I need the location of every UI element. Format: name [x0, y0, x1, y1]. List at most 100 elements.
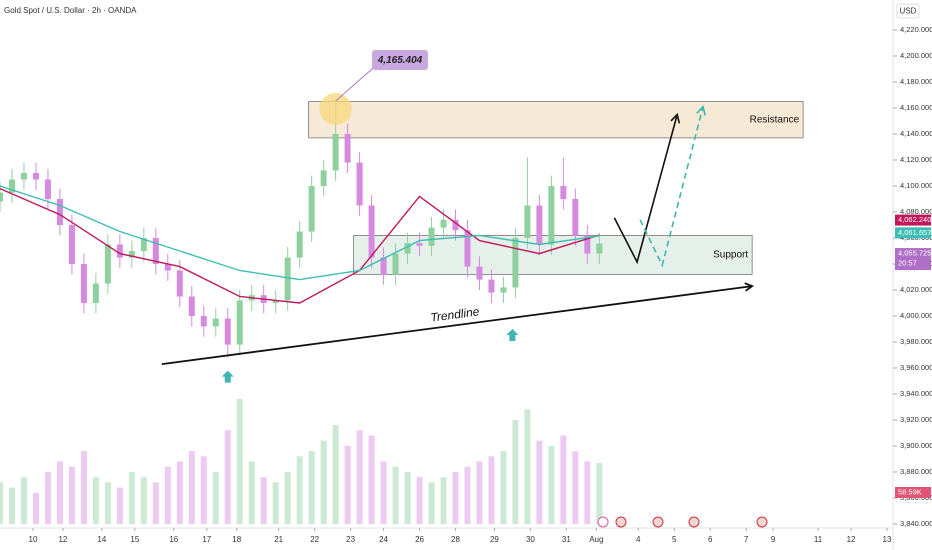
- projection: [639, 106, 704, 268]
- volume-bar: [32, 492, 39, 524]
- x-tick-label: 6: [708, 535, 713, 544]
- volume-bar: [320, 440, 327, 524]
- volume-bar: [248, 461, 255, 524]
- event-icon: [597, 516, 609, 528]
- volume-bar: [464, 466, 471, 524]
- candle-body: [512, 238, 519, 288]
- x-tick-label: 16: [169, 535, 178, 544]
- x-tick-label: 12: [847, 535, 856, 544]
- y-tick-label: 4,220.000: [900, 25, 932, 34]
- x-tick-label: 14: [97, 535, 106, 544]
- x-tick-label: 5: [672, 535, 677, 544]
- y-tick-label: 3,920.000: [900, 415, 932, 424]
- event-icons: [597, 516, 768, 528]
- y-tick-label: 4,100.000: [900, 181, 932, 190]
- y-tick-label: 3,940.000: [900, 389, 932, 398]
- candle-body: [416, 243, 423, 246]
- volume-bar: [176, 461, 183, 524]
- event-icon: [652, 516, 664, 528]
- candle-body: [200, 316, 207, 327]
- candle-body: [236, 300, 243, 345]
- trendline: [161, 285, 753, 365]
- volume-bar: [92, 477, 99, 524]
- candle-body: [428, 227, 435, 246]
- zone-label: Support: [713, 250, 748, 261]
- y-tick-label: 3,880.000: [900, 467, 932, 476]
- candle-body: [380, 257, 387, 275]
- zone: [308, 101, 804, 139]
- x-tick-label: 21: [274, 535, 283, 544]
- candle-body: [176, 270, 183, 297]
- volume-bar: [344, 445, 351, 524]
- candle-body: [548, 186, 555, 245]
- x-tick-label: 12: [58, 535, 67, 544]
- volume-bar: [152, 482, 159, 524]
- volume-bar: [104, 482, 111, 524]
- currency: USD: [900, 7, 917, 16]
- ma-price-tag: 4,061.657: [898, 228, 931, 237]
- volume-bar: [584, 461, 591, 524]
- candle-body: [20, 173, 27, 180]
- event-icon: [615, 516, 627, 528]
- volume-bar: [392, 466, 399, 524]
- high-marker: [319, 92, 352, 125]
- candle-body: [56, 199, 63, 225]
- candle-body: [164, 264, 171, 271]
- y-tick-label: 3,960.000: [900, 363, 932, 372]
- volume-bar: [560, 435, 567, 524]
- y-tick-label: 3,840.000: [900, 519, 932, 528]
- x-tick-label: 22: [310, 535, 319, 544]
- signal-arrow: [221, 370, 234, 383]
- candle-body: [44, 179, 51, 199]
- x-tick-label: 7: [744, 535, 749, 544]
- candle-body: [212, 318, 219, 327]
- x-tick-label: 17: [202, 535, 211, 544]
- x-tick-label: 18: [232, 535, 241, 544]
- volume-bar: [188, 451, 195, 524]
- candle-body: [344, 134, 351, 163]
- x-tick-label: 9: [771, 535, 776, 544]
- x-tick-label: 30: [526, 535, 535, 544]
- volume-bar: [236, 399, 243, 524]
- candle-body: [32, 173, 39, 180]
- projection: [613, 114, 679, 265]
- candle-body: [104, 244, 111, 284]
- x-tick-label: 28: [451, 535, 460, 544]
- volume-bar: [80, 451, 87, 524]
- candle-body: [404, 243, 411, 254]
- volume-bar: [284, 471, 291, 524]
- candle-body: [356, 162, 363, 206]
- x-tick-label: 23: [346, 535, 355, 544]
- x-tick-label: 15: [130, 535, 139, 544]
- candle-body: [0, 192, 3, 202]
- candle-body: [476, 266, 483, 280]
- volume-bar: [128, 471, 135, 524]
- volume-bar: [212, 471, 219, 524]
- volume-bar: [428, 482, 435, 524]
- volume-bar: [56, 461, 63, 524]
- candle-body: [500, 287, 507, 293]
- y-tick-label: 4,000.000: [900, 311, 932, 320]
- volume-bar: [512, 419, 519, 524]
- volume-bar: [368, 435, 375, 524]
- x-tick-label: 24: [379, 535, 388, 544]
- candle-body: [536, 205, 543, 245]
- candle-body: [284, 257, 291, 301]
- candle-body: [8, 179, 15, 193]
- candle-body: [332, 134, 339, 171]
- x-tick-label: 10: [29, 535, 38, 544]
- last-price-tag-box: [895, 248, 931, 271]
- candle-body: [488, 279, 495, 293]
- candle-body: [80, 264, 87, 303]
- ma-price-tag-box: [895, 214, 931, 226]
- volume-bar: [452, 471, 459, 524]
- volume-bar: [260, 477, 267, 524]
- volume-bar: [524, 409, 531, 524]
- volume-bar: [200, 456, 207, 524]
- event-icon: [688, 516, 700, 528]
- volume-bar: [164, 466, 171, 524]
- volume-bar: [140, 477, 147, 524]
